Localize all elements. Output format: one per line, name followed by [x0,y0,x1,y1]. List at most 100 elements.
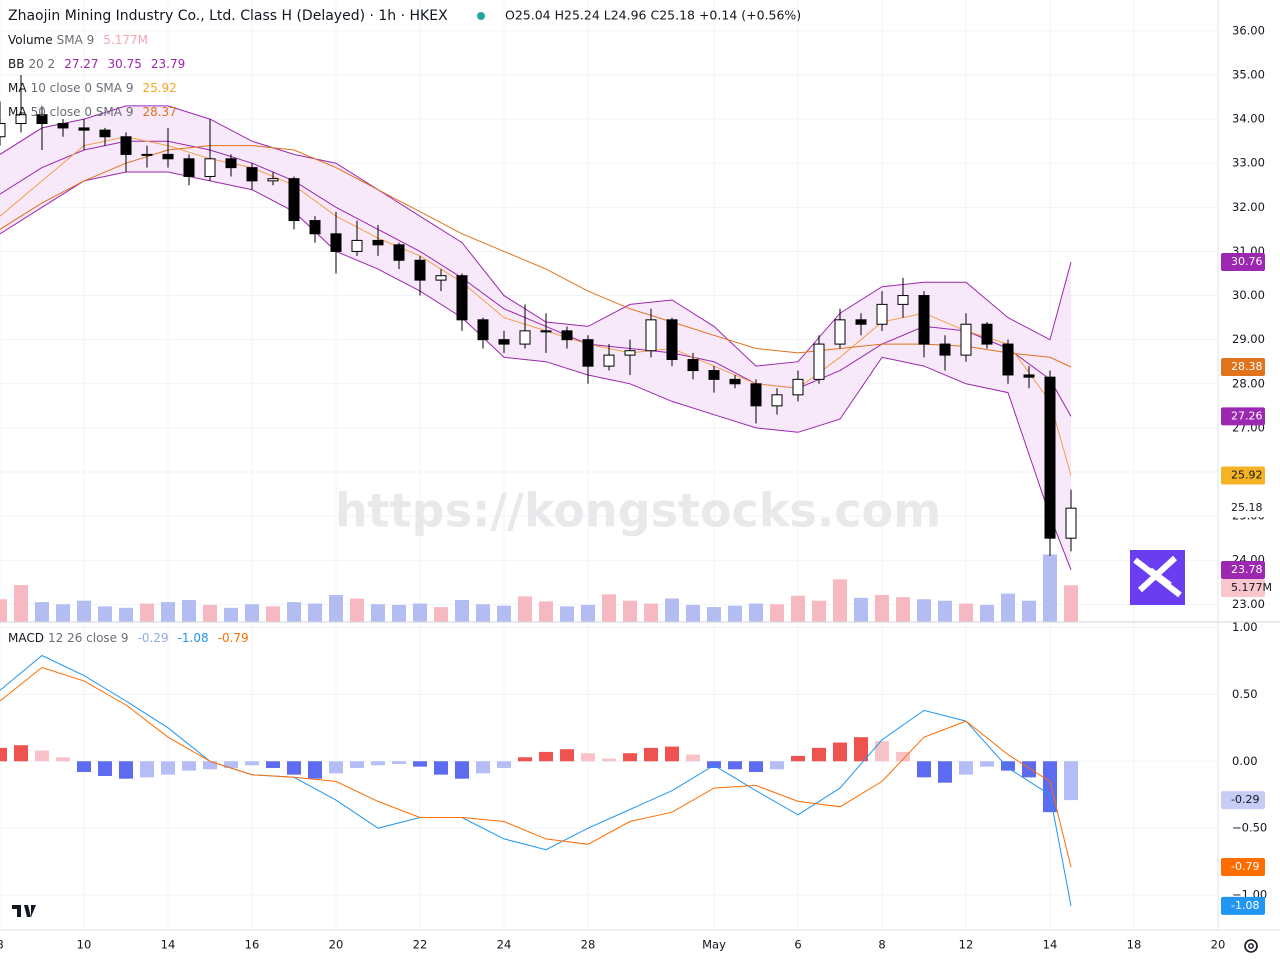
watermark: https://kongstocks.com [335,484,941,538]
histogram-bar [497,761,511,768]
volume-bar [182,599,196,622]
x-tick-label: 20 [329,938,344,952]
volume-bar [140,603,154,622]
x-tick-label: 8 [0,938,4,952]
candle-body [729,378,741,385]
y-tick-label: 0.50 [1232,687,1258,701]
volume-bar [350,598,364,622]
tradingview-logo[interactable] [12,905,36,917]
histogram-bar [1001,761,1015,771]
price-badge [1221,896,1265,915]
price-badge-label: 30.76 [1231,255,1263,268]
legend-value: 25.92 [142,81,176,95]
price-badge [1221,407,1265,426]
volume-bar [728,605,742,622]
volume-bar [917,599,931,622]
histogram-bar [308,761,322,779]
candle-body [330,233,342,252]
candle-body [666,319,678,361]
candle-body [645,319,657,352]
settings-gear[interactable] [1244,939,1258,953]
candle-body [36,114,48,125]
volume-bar [770,604,784,622]
price-badge-label: 28.38 [1231,360,1263,373]
histogram-bar [413,761,427,767]
histogram-bar [707,761,721,768]
legend-value: 30.75 [108,57,142,71]
histogram-bar [644,747,658,762]
histogram-bar [119,761,133,779]
price-badge-label: 25.18 [1231,501,1263,514]
legend-value: -0.79 [218,631,249,645]
candle-body [708,370,720,380]
histogram-bar [770,761,784,770]
candle-body [225,158,237,169]
histogram-bar [35,750,49,762]
volume-bar [938,600,952,622]
candle-body [771,394,783,407]
y-tick-label: 29.00 [1232,332,1265,346]
candle-body [435,275,447,281]
volume-bar [980,604,994,622]
histogram-bar [686,754,700,762]
volume-bar [875,595,889,622]
volume-bar [161,602,175,622]
candle-body [183,158,195,177]
y-tick-label: 28.00 [1232,376,1265,390]
volume-bar [476,604,490,622]
histogram-bar [1022,761,1036,778]
price-badge [1221,791,1265,810]
candle-body [120,136,132,155]
x-tick-label: 24 [497,938,512,952]
histogram-bar [266,761,280,768]
legend-value: 5.177M [103,33,148,47]
x-tick-label: May [702,938,726,952]
legend-row: BB 20 2 27.27 30.75 23.79 [8,57,185,71]
legend-value: 27.27 [64,57,98,71]
legend-name: MA [8,105,27,119]
candle-body [918,295,930,345]
candle-body [624,350,636,356]
histogram-bar [875,741,889,762]
volume-bar [812,600,826,622]
volume-bar [833,579,847,622]
price-badge [1221,466,1265,485]
candle-body [456,275,468,321]
candle-body [855,319,867,325]
volume-bar [35,602,49,622]
volume-bar [308,603,322,622]
histogram-bar [371,761,385,766]
price-badge-label: -0.79 [1231,860,1259,873]
x-tick-label: 8 [878,938,885,952]
x-tick-label: 18 [1127,938,1142,952]
volume-bar [665,598,679,622]
histogram-bar [203,761,217,770]
histogram-bar [476,761,490,774]
watermark-logo [1130,550,1185,605]
legend-value: 28.37 [142,105,176,119]
price-badge [1221,499,1265,518]
histogram-bar [917,761,931,778]
bollinger-band-fill [0,105,1071,570]
price-badge-label: -0.29 [1231,793,1259,806]
market-status-dot [477,12,485,20]
legend-name: BB [8,57,24,71]
candle-body [351,239,363,252]
volume-bar [245,604,259,622]
quote-line: O25.04 H25.24 L24.96 C25.18 +0.14 (+0.56… [505,8,801,23]
histogram-bar [434,761,448,775]
ma50-line [0,145,1072,368]
volume-bar [707,607,721,622]
volume-bar [749,603,763,622]
histogram-bar [287,761,301,775]
volume-bar [896,597,910,622]
candle-body [288,178,300,222]
candle-body [750,383,762,407]
volume-bar [1064,585,1078,622]
histogram-bar [455,761,469,779]
candle-body [99,129,111,138]
volume-bar [287,602,301,622]
candle-body [477,319,489,341]
price-badge-label: 23.78 [1231,563,1263,576]
volume-bar [77,600,91,622]
